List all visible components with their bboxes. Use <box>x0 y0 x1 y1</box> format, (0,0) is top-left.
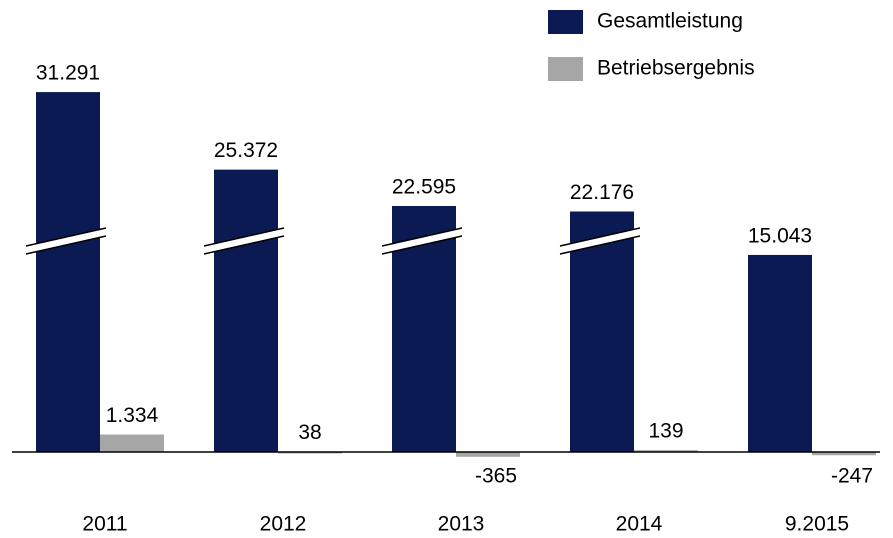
axis-break-line <box>381 235 463 255</box>
axis-break <box>204 228 284 254</box>
x-tick-label: 2014 <box>616 513 663 536</box>
axis-break-line <box>559 227 641 247</box>
axis-break <box>26 228 106 254</box>
bar <box>748 254 812 452</box>
bar <box>456 452 520 457</box>
axis-break-line <box>25 235 107 255</box>
data-label: 15.043 <box>748 224 812 247</box>
data-label: 38 <box>298 421 321 444</box>
bar <box>634 450 698 453</box>
x-tick-label: 2013 <box>438 513 485 536</box>
legend-label: Gesamtleistung <box>597 10 743 33</box>
data-label: -365 <box>475 465 517 488</box>
x-tick-label: 2012 <box>260 513 307 536</box>
axis-break <box>560 228 640 254</box>
legend-swatch <box>548 10 583 34</box>
bar <box>214 169 278 452</box>
x-tick-label: 2011 <box>82 513 127 536</box>
data-label: 139 <box>648 420 683 443</box>
bar <box>100 434 164 452</box>
data-label: 22.595 <box>392 176 456 199</box>
legend-swatch <box>548 57 583 81</box>
data-label: -247 <box>831 465 873 488</box>
data-label: 22.176 <box>570 181 634 204</box>
axis-break-line <box>559 235 641 255</box>
data-label: 25.372 <box>214 139 278 162</box>
data-label: 31.291 <box>36 62 100 85</box>
axis-break-line <box>25 227 107 247</box>
data-label: 1.334 <box>106 404 159 427</box>
bar <box>570 211 634 452</box>
axis-break-line <box>381 227 463 247</box>
bar <box>36 92 100 453</box>
axis-break-line <box>203 227 285 247</box>
axis-break-line <box>203 235 285 255</box>
x-tick-label: 9.2015 <box>785 513 849 536</box>
axis-break <box>382 228 462 254</box>
bar <box>812 452 876 456</box>
legend-label: Betriebsergebnis <box>597 57 755 80</box>
